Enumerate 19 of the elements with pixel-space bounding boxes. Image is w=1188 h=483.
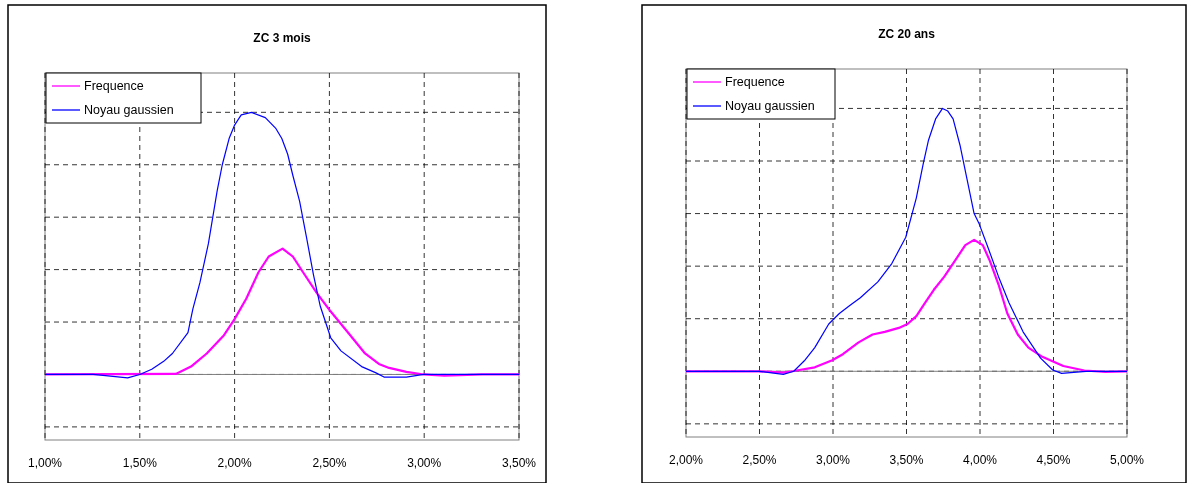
legend-label: Noyau gaussien (725, 99, 815, 113)
chart-title: ZC 20 ans (878, 27, 936, 41)
legend-label: Noyau gaussien (84, 103, 174, 117)
x-tick-label: 1,50% (122, 456, 158, 470)
x-tick-label: 1,00% (27, 456, 63, 470)
x-tick-label: 3,00% (815, 453, 851, 467)
x-tick-label: 5,00% (1109, 453, 1145, 467)
x-tick-label: 4,50% (1036, 453, 1071, 467)
legend-label: Frequence (84, 79, 144, 93)
x-tick-label: 2,00% (668, 453, 704, 467)
x-tick-label: 2,50% (742, 453, 777, 467)
x-tick-label: 2,00% (217, 456, 252, 470)
x-tick-label: 3,00% (407, 456, 442, 470)
chart-title: ZC 3 mois (253, 31, 311, 45)
x-tick-label: 4,00% (962, 453, 998, 467)
x-tick-label: 2,50% (312, 456, 347, 470)
x-tick-label: 3,50% (889, 453, 924, 467)
x-tick-label: 3,50% (501, 456, 537, 470)
legend-label: Frequence (725, 75, 785, 89)
